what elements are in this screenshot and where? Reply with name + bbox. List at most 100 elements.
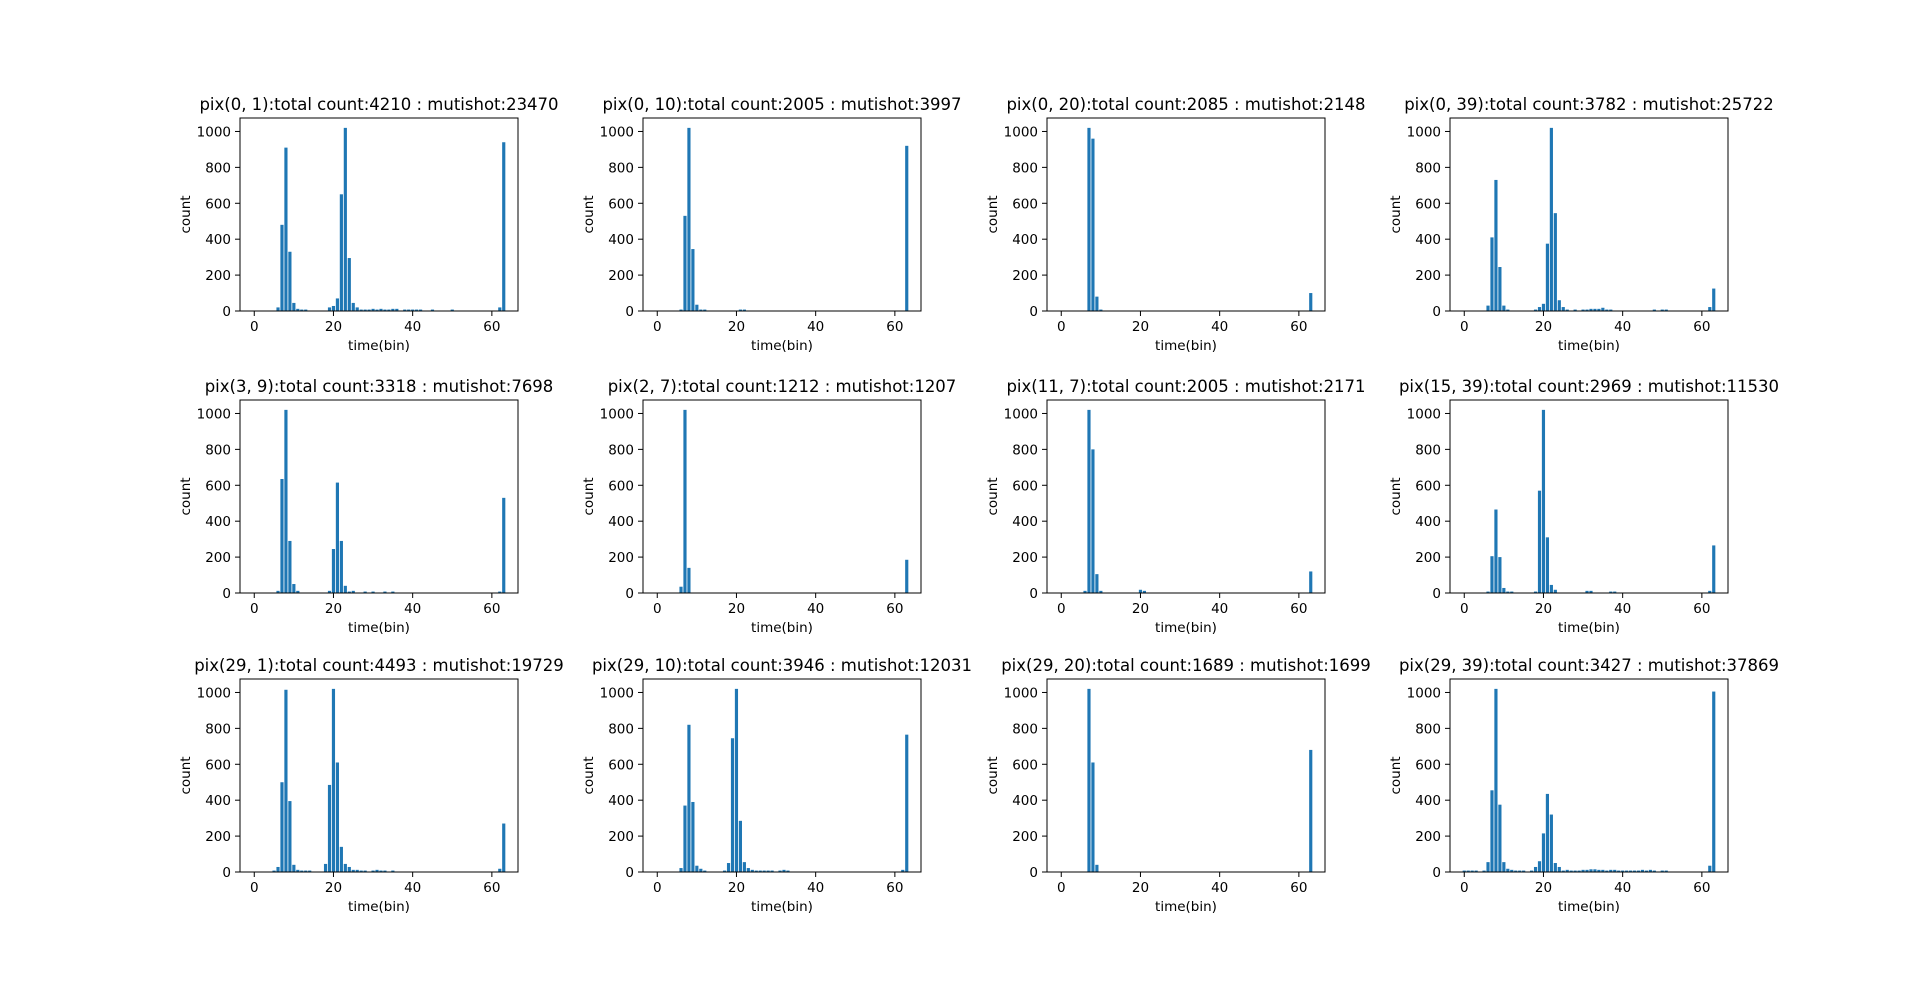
bar <box>296 308 300 311</box>
bar <box>699 309 703 311</box>
subplot-title: pix(0, 10):total count:2005 : mutishot:3… <box>602 95 961 114</box>
bar <box>1589 308 1593 311</box>
x-tick-label: 20 <box>1535 601 1552 617</box>
y-tick-label: 600 <box>1415 757 1441 773</box>
bar <box>1490 790 1494 872</box>
axes-frame <box>239 678 519 873</box>
bar <box>1712 288 1716 311</box>
subplot-title: pix(29, 20):total count:1689 : mutishot:… <box>1001 656 1371 675</box>
bar <box>695 304 699 311</box>
y-tick-label: 0 <box>222 586 231 602</box>
y-tick-label: 1000 <box>600 685 634 701</box>
x-tick-label: 40 <box>1614 601 1631 617</box>
subplot-title: pix(0, 20):total count:2085 : mutishot:2… <box>1006 95 1365 114</box>
bar <box>343 863 347 872</box>
axes-frame <box>1449 117 1729 312</box>
bar <box>1617 870 1621 872</box>
bar <box>498 591 502 593</box>
bar <box>280 478 284 593</box>
x-axis-label: time(bin) <box>1155 620 1217 636</box>
bar <box>699 868 703 872</box>
y-tick-label: 600 <box>205 757 231 773</box>
axes-frame <box>1046 678 1326 873</box>
bar <box>1597 869 1601 872</box>
bar <box>371 591 375 593</box>
x-tick-label: 60 <box>483 601 500 617</box>
bar <box>1549 127 1553 311</box>
bar <box>703 309 707 311</box>
x-axis-label: time(bin) <box>751 338 813 354</box>
bar <box>351 590 355 593</box>
bar <box>363 591 367 593</box>
bar <box>1541 833 1546 872</box>
bar <box>1636 870 1641 872</box>
bar <box>1640 869 1645 872</box>
bar <box>1561 307 1565 311</box>
bar <box>1597 308 1601 311</box>
bar <box>1589 869 1593 872</box>
x-tick-label: 40 <box>404 319 421 335</box>
bar <box>1490 556 1494 593</box>
y-axis-label: count <box>985 756 1001 794</box>
bar <box>379 870 383 872</box>
y-axis-label: count <box>985 195 1001 233</box>
y-tick-label: 600 <box>608 196 634 212</box>
bar <box>1708 307 1712 311</box>
subplot-title: pix(29, 1):total count:4493 : mutishot:1… <box>194 656 564 675</box>
y-tick-label: 1000 <box>1004 406 1038 422</box>
x-tick-label: 0 <box>250 601 259 617</box>
bar <box>1561 870 1565 872</box>
y-tick-label: 200 <box>608 268 634 284</box>
bar <box>762 870 766 872</box>
bar <box>355 869 359 872</box>
bar <box>327 784 332 872</box>
bar <box>383 591 387 593</box>
y-tick-label: 800 <box>1012 721 1038 737</box>
y-tick-label: 600 <box>1012 196 1038 212</box>
subplot-title: pix(3, 9):total count:3318 : mutishot:76… <box>205 377 554 396</box>
y-tick-label: 800 <box>205 160 231 176</box>
bar <box>1664 309 1668 311</box>
y-tick-label: 200 <box>1415 550 1441 566</box>
x-tick-label: 0 <box>1460 601 1469 617</box>
y-tick-label: 200 <box>1012 550 1038 566</box>
bar <box>296 590 300 593</box>
x-tick-label: 60 <box>1290 601 1307 617</box>
bar <box>734 688 739 872</box>
bar <box>1628 870 1633 872</box>
y-tick-label: 1000 <box>1407 685 1441 701</box>
bar <box>296 869 300 872</box>
bar <box>738 309 743 311</box>
bar <box>1533 591 1538 593</box>
bar <box>331 305 336 311</box>
bar <box>450 309 454 311</box>
y-axis-label: count <box>1388 477 1404 515</box>
y-tick-label: 400 <box>608 793 634 809</box>
bar <box>730 738 735 872</box>
x-tick-label: 0 <box>250 880 259 896</box>
bar <box>1083 590 1087 593</box>
bar <box>687 127 691 311</box>
x-tick-label: 0 <box>1460 880 1469 896</box>
bar <box>1613 869 1617 872</box>
y-tick-label: 0 <box>1029 304 1038 320</box>
bar <box>347 591 351 593</box>
bar <box>1510 591 1514 593</box>
bar <box>339 846 343 872</box>
bar <box>343 585 347 593</box>
bar <box>1095 296 1099 311</box>
bar <box>1585 309 1589 311</box>
x-axis-label: time(bin) <box>348 899 410 915</box>
bar <box>683 215 687 311</box>
bar <box>276 590 280 593</box>
y-tick-label: 1000 <box>600 406 634 422</box>
bar <box>371 870 375 872</box>
bar <box>1565 869 1569 872</box>
axes-frame <box>1046 117 1326 312</box>
subplot-title: pix(29, 39):total count:3427 : mutishot:… <box>1399 656 1779 675</box>
subplot-title: pix(15, 39):total count:2969 : mutishot:… <box>1399 377 1779 396</box>
x-tick-label: 40 <box>404 880 421 896</box>
